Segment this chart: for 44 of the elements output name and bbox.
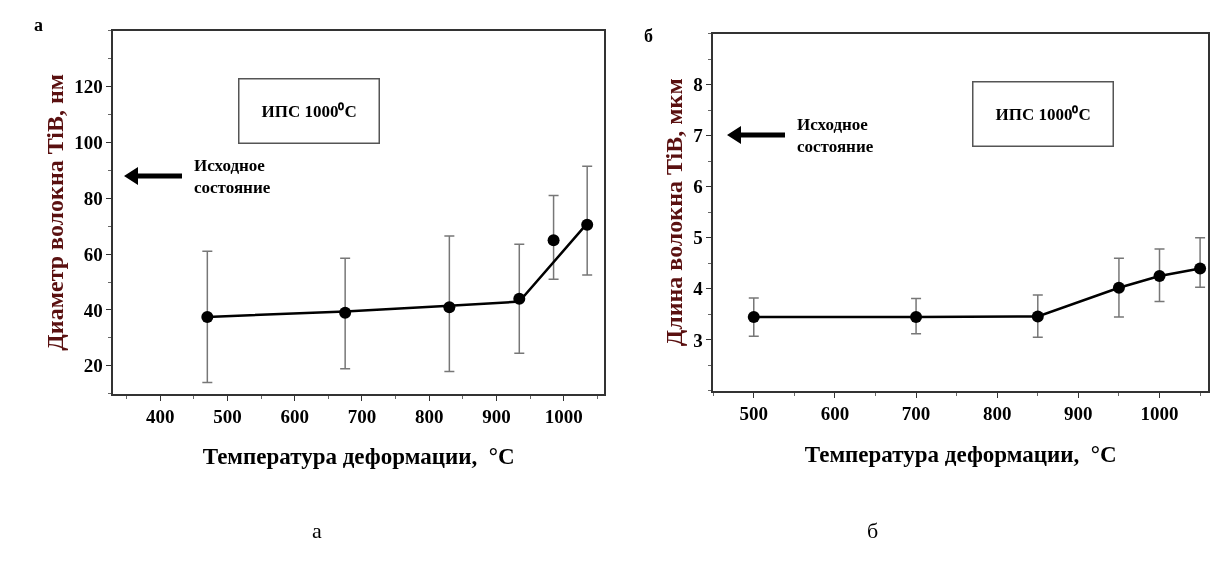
x-tick-label: 400	[146, 406, 175, 428]
y-axis-title: Диаметр волокна TiB, нм	[41, 73, 68, 351]
x-tick-label: 900	[1064, 403, 1093, 425]
x-tick-label: 700	[347, 406, 377, 428]
text: а	[312, 518, 322, 543]
x-axis-title: Температура деформации, °C	[202, 444, 515, 470]
annotation: ИПС 1000⁰C	[261, 101, 357, 121]
x-tick-label: 1000	[544, 406, 583, 428]
point	[747, 310, 760, 323]
point	[547, 234, 560, 247]
y-tick-label: 5	[693, 227, 703, 249]
x-tick-label: 800	[414, 406, 444, 428]
y-tick-label: 20	[83, 355, 103, 377]
x-axis-title: Температура деформации, °C	[804, 441, 1117, 467]
point	[1112, 281, 1125, 294]
y-tick-label: 120	[74, 76, 103, 98]
point	[1194, 262, 1207, 275]
y-tick-label: 8	[693, 74, 703, 96]
y-axis-title: Длина волокна TiB, мкм	[660, 78, 687, 347]
text: а	[34, 15, 43, 35]
y-tick-label: 100	[74, 132, 103, 154]
annotation: Исходное состояние	[797, 115, 874, 157]
y-tick-label: 40	[83, 299, 103, 321]
y-tick-label: 7	[693, 125, 704, 147]
y-tick-label: 80	[83, 187, 103, 209]
x-tick-label: 1000	[1140, 403, 1179, 425]
point	[1153, 270, 1166, 283]
x-tick-label: 600	[820, 403, 850, 425]
text: б	[644, 26, 653, 46]
text: б	[867, 518, 879, 543]
x-tick-label: 900	[482, 406, 511, 428]
y-tick-label: 4	[693, 278, 704, 300]
annotation: Исходное состояние	[194, 156, 271, 198]
x-tick-label: 600	[280, 406, 309, 428]
x-tick-label: 800	[982, 403, 1012, 425]
y-tick-label: 60	[83, 243, 103, 265]
x-tick-label: 700	[901, 403, 931, 425]
point	[910, 310, 923, 323]
annotation: ИПС 1000⁰C	[995, 104, 1091, 124]
x-tick-label: 500	[739, 403, 769, 425]
point	[1031, 310, 1044, 323]
y-tick-label: 6	[693, 176, 703, 198]
y-tick-label: 3	[693, 329, 703, 351]
x-tick-label: 500	[213, 406, 242, 428]
